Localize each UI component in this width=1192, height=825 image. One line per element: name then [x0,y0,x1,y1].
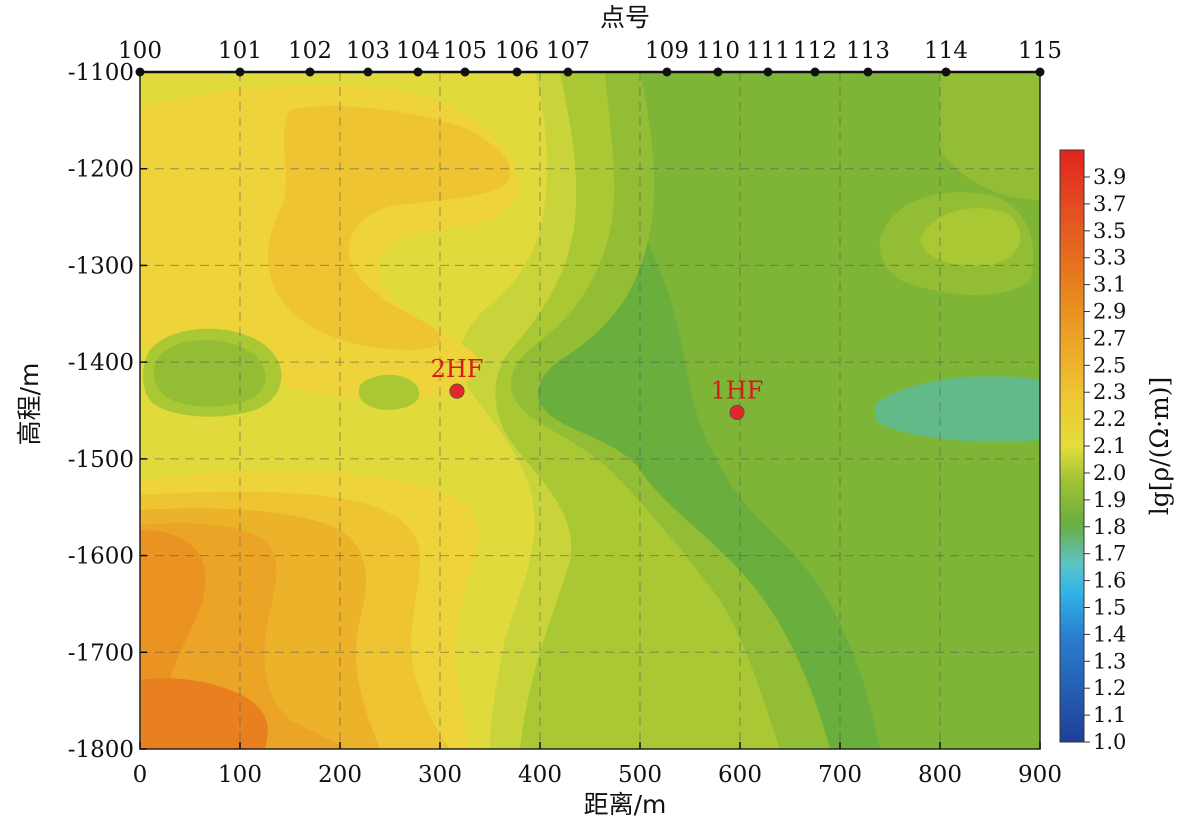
colorbar-tick-label: 3.3 [1093,246,1126,270]
colorbar-tick-label: 2.5 [1093,353,1126,377]
station-marker [863,67,873,77]
station-marker [413,67,423,77]
station-marker [363,67,373,77]
station-label: 103 [346,38,390,64]
x-tick-label: 100 [218,762,262,788]
colorbar-tick-label: 2.9 [1093,300,1126,324]
station-label: 105 [443,38,487,64]
station-label: 109 [645,38,689,64]
x-tick-label: 600 [718,762,762,788]
x-tick-label: 900 [1018,762,1062,788]
annotation-marker [729,404,745,421]
station-marker [563,67,573,77]
colorbar-tick-label: 2.7 [1093,326,1126,350]
y-tick-label: -1200 [68,157,134,183]
station-label: 111 [746,38,790,64]
y-tick-label: -1800 [68,737,134,763]
field-band-c22 [153,340,266,407]
colorbar-tick-label: 1.4 [1093,622,1126,646]
field-band-c23 [920,208,1021,266]
field-band-c18 [875,376,1040,442]
colorbar-tick-label: 1.5 [1093,595,1126,619]
station-label: 112 [793,38,837,64]
colorbar-tick-label: 3.7 [1093,192,1126,216]
x-tick-label: 800 [918,762,962,788]
station-label: 115 [1018,38,1062,64]
x-tick-label: 300 [418,762,462,788]
station-label: 107 [546,38,590,64]
colorbar-tick-label: 1.7 [1093,542,1126,566]
top-axis-title: 点号 [600,3,650,32]
y-axis-title: 高程/m [15,363,44,446]
annotation-label: 2HF [431,355,484,383]
y-axis: -1100 -1200 -1300 -1400 -1500 -1600 -1700 -1800 [68,60,147,763]
colorbar-tick-label: 3.9 [1093,165,1126,189]
station-label: 102 [288,38,332,64]
colorbar-tick-label: 1.3 [1093,649,1126,673]
colorbar-tick-label: 1.9 [1093,488,1126,512]
station-marker [235,67,245,77]
field-band-c23 [358,374,420,410]
station-marker [460,67,470,77]
field-band-c22 [940,72,1040,200]
colorbar-tick-label: 2.0 [1093,461,1126,485]
colorbar-tick-label: 1.1 [1093,703,1126,727]
x-tick-label: 0 [133,762,148,788]
station-label: 100 [118,38,162,64]
field-band-c30 [140,530,270,749]
station-marker [135,67,145,77]
field-band-c23 [495,72,780,749]
x-axis-title: 距离/m [584,790,667,819]
y-tick-label: -1400 [68,350,134,376]
colorbar-tick-label: 2.1 [1093,434,1126,458]
station-axis: 100 101 102 103 104 105 106 107 109 110 111 112 113 1… [118,38,1062,77]
y-tick-label: -1300 [68,253,134,279]
station-label: 101 [218,38,262,64]
station-marker [1035,67,1045,77]
x-axis: 0 100 200 300 400 500 600 700 800 900 [133,742,1062,788]
station-marker [512,67,522,77]
resistivity-contour-field [140,72,1040,749]
field-band-c31 [140,678,268,749]
station-marker [810,67,820,77]
colorbar-tick-label: 1.0 [1093,730,1126,754]
colorbar-tick-label: 3.1 [1093,273,1126,297]
colorbar-title: lg[ρ/(Ω·m)] [1145,377,1174,516]
station-label: 110 [696,38,740,64]
annotation-marker [449,383,465,399]
station-label: 104 [396,38,440,64]
colorbar-tick-label: 2.2 [1093,407,1126,431]
field-band-c19 [870,358,1040,405]
y-tick-label: -1600 [68,544,134,570]
station-marker [763,67,773,77]
colorbar-tick-label: 1.6 [1093,569,1126,593]
station-marker [941,67,951,77]
x-tick-label: 500 [618,762,662,788]
colorbar-tick-label: 2.3 [1093,380,1126,404]
station-marker [305,67,315,77]
station-label: 114 [924,38,968,64]
station-label: 113 [846,38,890,64]
station-label: 106 [495,38,539,64]
x-tick-label: 200 [318,762,362,788]
station-marker [713,67,723,77]
annotations: 2HF 1HF [431,355,764,421]
field-band-c27 [268,106,511,350]
x-tick-label: 700 [818,762,862,788]
colorbar-ticks: 1.0 1.1 1.2 1.3 1.4 1.51.6 1.7 1.8 1.9 2.0 2.1 2.2 2… [1084,165,1126,754]
annotation-label: 1HF [711,376,764,404]
y-tick-label: -1700 [68,640,134,666]
colorbar-tick-label: 1.2 [1093,676,1126,700]
x-tick-label: 400 [518,762,562,788]
colorbar-tick-label: 3.5 [1093,219,1126,243]
y-tick-label: -1500 [68,447,134,473]
y-tick-label: -1100 [68,60,134,86]
colorbar [1059,149,1085,743]
station-marker [662,67,672,77]
colorbar-tick-label: 1.8 [1093,515,1126,539]
